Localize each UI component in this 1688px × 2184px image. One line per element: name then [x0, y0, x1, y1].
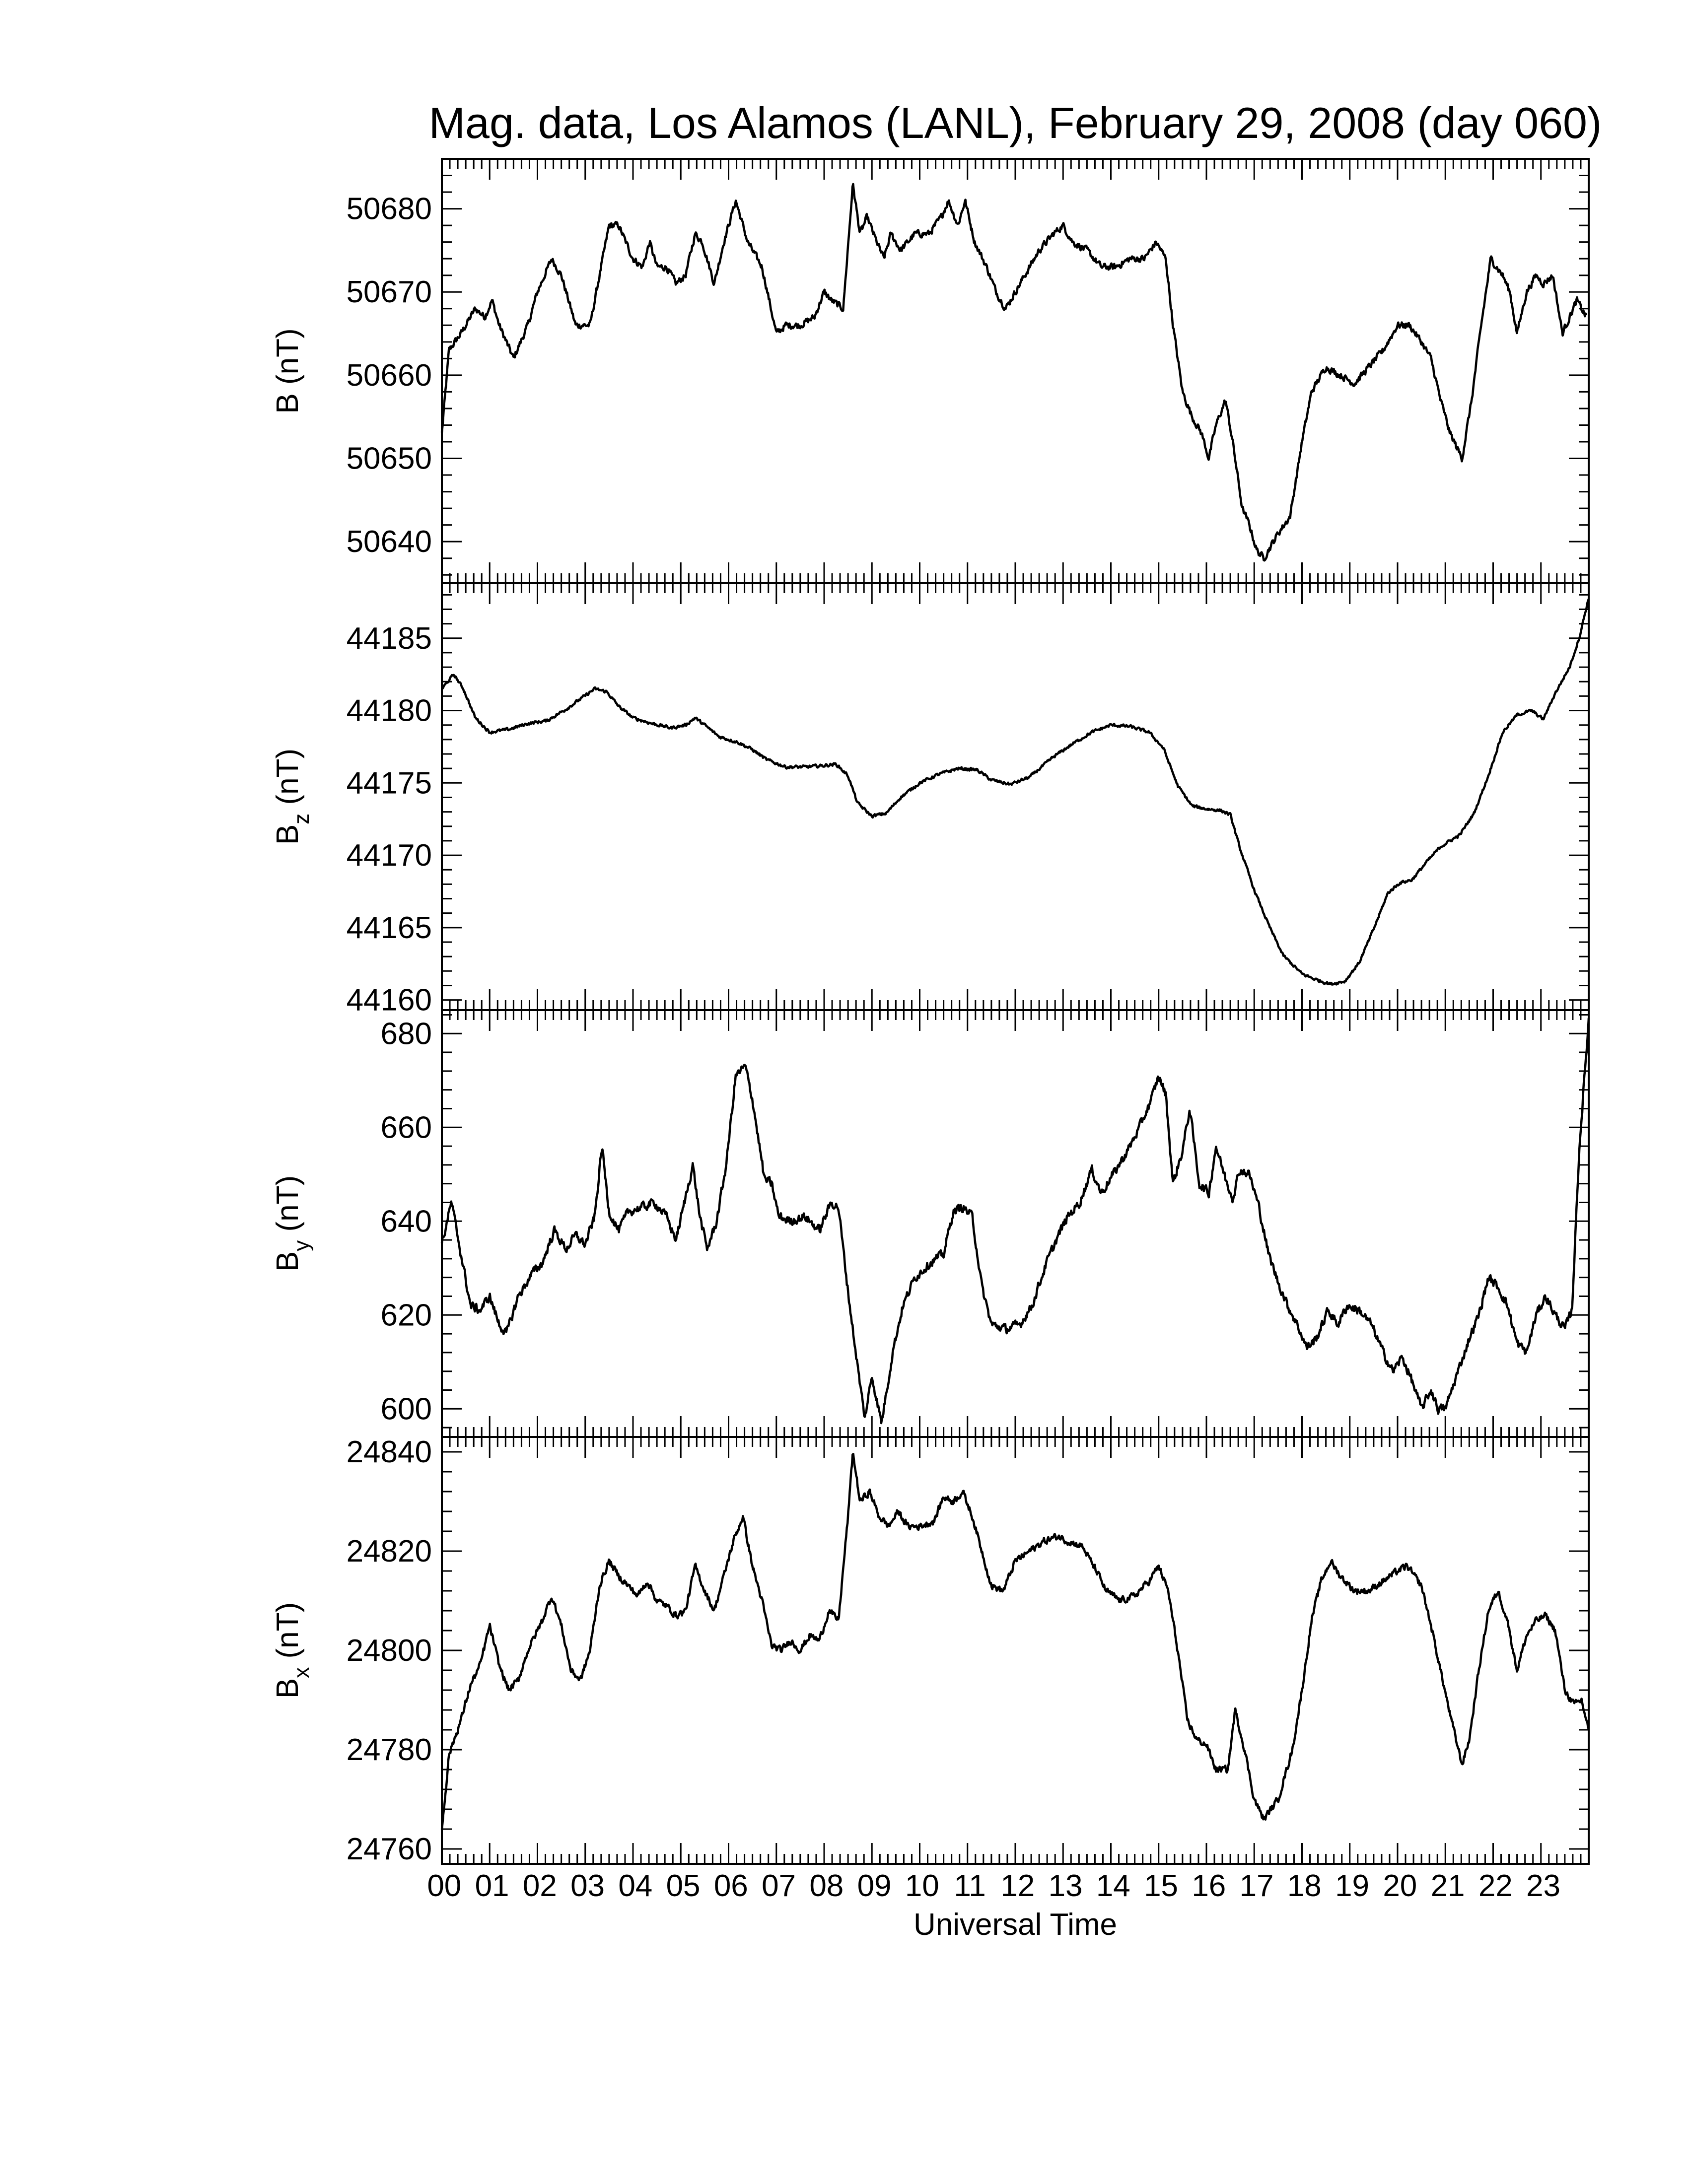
panel-Bz: 44160 44165 44170 44175 44180 44185 Bz (nT) — [271, 582, 1590, 1018]
x-tick-label: 03 — [570, 1869, 605, 1903]
y-tick-label: 24800 — [347, 1634, 432, 1668]
x-tick-label: 14 — [1096, 1869, 1130, 1903]
x-tick-label: 13 — [1049, 1869, 1083, 1903]
x-tick-label: 17 — [1240, 1869, 1274, 1903]
y-tick-label: 660 — [381, 1110, 432, 1145]
y-tick-label: 50680 — [347, 192, 432, 226]
y-tick-label: 680 — [381, 1017, 432, 1051]
y-tick-label: 24760 — [347, 1832, 432, 1866]
x-tick-label: 01 — [475, 1869, 509, 1903]
y-tick-label: 24840 — [347, 1435, 432, 1469]
x-tick-label: 21 — [1431, 1869, 1465, 1903]
y-tick-label: 44180 — [347, 694, 432, 728]
series-line-Bz — [441, 598, 1590, 986]
x-tick-label: 06 — [714, 1869, 748, 1903]
series-line-By — [440, 1018, 1590, 1425]
y-tick-label: 44160 — [347, 983, 432, 1018]
x-tick-label: 23 — [1526, 1869, 1560, 1903]
y-tick-label: 50660 — [347, 358, 432, 393]
x-tick-label: 08 — [809, 1869, 844, 1903]
series-line-B — [440, 183, 1588, 562]
y-axis-label: B (nT) — [271, 328, 305, 413]
x-tick-label: 18 — [1287, 1869, 1322, 1903]
y-tick-label: 50670 — [347, 275, 432, 309]
y-tick-label: 24820 — [347, 1534, 432, 1569]
y-tick-label: 640 — [381, 1204, 432, 1238]
y-tick-label: 44165 — [347, 911, 432, 945]
panel-B: 50640 50650 50660 50670 50680 B (nT) — [271, 158, 1590, 584]
y-axis-label: By (nT) — [271, 1175, 314, 1272]
x-tick-label: 07 — [762, 1869, 796, 1903]
y-tick-label: 44170 — [347, 838, 432, 873]
x-tick-label: 00 — [427, 1869, 461, 1903]
y-tick-label: 44185 — [347, 621, 432, 656]
y-tick-label: 44175 — [347, 766, 432, 800]
x-tick-label: 11 — [954, 1869, 985, 1903]
x-tick-label: 02 — [523, 1869, 557, 1903]
x-tick-label: 12 — [1000, 1869, 1035, 1903]
x-tick-label: 15 — [1144, 1869, 1178, 1903]
x-tick-label: 10 — [905, 1869, 939, 1903]
y-tick-label: 50640 — [347, 525, 432, 559]
x-tick-label: 09 — [857, 1869, 892, 1903]
y-tick-label: 620 — [381, 1298, 432, 1332]
x-tick-label: 16 — [1192, 1869, 1226, 1903]
y-axis-label: Bx (nT) — [271, 1602, 314, 1699]
chart-title: Mag. data, Los Alamos (LANL), February 2… — [429, 98, 1602, 147]
panel-Bx: 24760 24780 24800 24820 24840 Bx (nT) — [271, 1435, 1590, 1866]
x-tick-label: 05 — [666, 1869, 701, 1903]
x-tick-label: 20 — [1383, 1869, 1417, 1903]
x-tick-label: 22 — [1478, 1869, 1513, 1903]
y-tick-label: 24780 — [347, 1733, 432, 1767]
y-tick-label: 50650 — [347, 442, 432, 476]
y-tick-label: 600 — [381, 1392, 432, 1426]
x-tick-label: 04 — [618, 1869, 652, 1903]
y-axis-label: Bz (nT) — [271, 749, 314, 845]
x-axis: 00 01 02 03 04 05 06 07 08 09 10 11 12 13 14 15 16 17 18 19… — [427, 1869, 1560, 1903]
x-tick-label: 19 — [1335, 1869, 1369, 1903]
series-line-Bx — [440, 1453, 1590, 1830]
x-axis-label: Universal Time — [914, 1908, 1117, 1942]
